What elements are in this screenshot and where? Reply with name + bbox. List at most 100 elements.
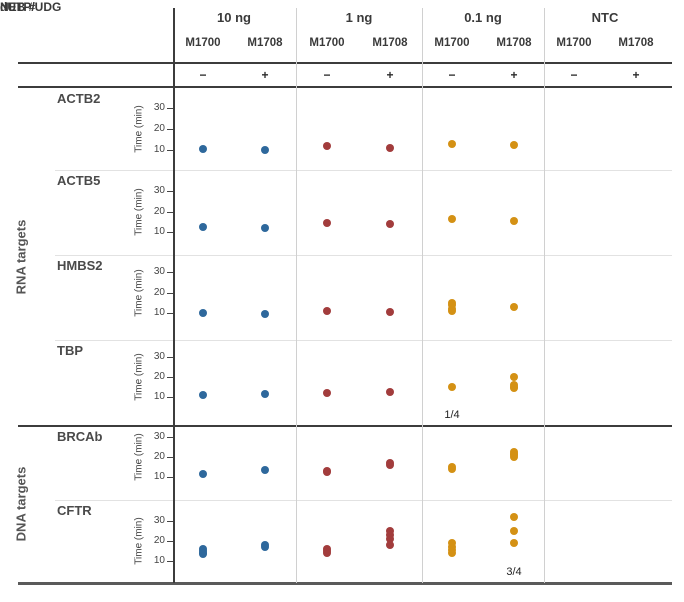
data-dot — [448, 306, 456, 315]
y-tick-label: 30 — [153, 431, 165, 442]
dutp-sign: − — [323, 68, 331, 82]
data-dot — [386, 461, 394, 469]
replicate-fraction-annotation: 1/4 — [444, 409, 460, 421]
replicate-fraction-annotation: 3/4 — [506, 566, 522, 578]
data-dot — [199, 144, 207, 153]
rna-targets-axis-label: RNA targets — [13, 219, 29, 295]
dna-targets-axis-label: DNA targets — [13, 466, 29, 542]
data-dot — [448, 383, 456, 391]
y-tick-label: 20 — [153, 535, 165, 546]
data-dot — [261, 390, 269, 398]
data-dot — [199, 222, 207, 231]
y-tick-label: 10 — [153, 471, 165, 482]
data-dot — [448, 300, 456, 309]
enzyme-column-label: M1700 — [434, 37, 470, 49]
data-dot — [448, 465, 456, 473]
column-group-divider — [422, 8, 423, 583]
y-tick-label: 20 — [153, 371, 165, 382]
dutp-sign: + — [510, 68, 518, 82]
y-tick-mark — [167, 477, 173, 478]
data-dot — [323, 218, 331, 227]
data-dot — [510, 527, 518, 535]
data-dot — [386, 388, 394, 396]
y-tick-mark — [167, 292, 173, 294]
data-dot — [323, 141, 331, 150]
data-dot — [199, 309, 207, 317]
y-tick-mark — [167, 313, 173, 314]
dutp-sign: + — [632, 68, 640, 82]
target-row-label: CFTR — [57, 503, 92, 518]
data-dot — [199, 470, 207, 478]
concentration-group-label: 1 ng — [345, 10, 373, 25]
neb-number-label: NEB # — [0, 0, 36, 14]
target-row-label: ACTB5 — [57, 173, 101, 188]
target-row-label: HMBS2 — [57, 258, 103, 273]
data-dot — [323, 468, 331, 476]
y-tick-label: 30 — [153, 102, 165, 113]
y-tick-mark — [167, 211, 173, 213]
y-tick-label: 10 — [153, 307, 165, 318]
enzyme-column-label: M1708 — [496, 37, 532, 49]
data-dot — [323, 389, 331, 397]
target-row-label: BRCAb — [57, 429, 103, 444]
data-dot — [510, 216, 518, 225]
y-tick-mark — [167, 232, 173, 233]
y-tick-label: 20 — [153, 205, 165, 217]
enzyme-column-label: M1700 — [556, 37, 592, 49]
y-tick-label: 30 — [153, 351, 165, 362]
y-tick-mark — [167, 437, 173, 438]
enzyme-column-label: M1708 — [618, 37, 654, 49]
y-tick-label: 10 — [153, 555, 165, 566]
data-dot — [199, 391, 207, 399]
data-dot — [323, 549, 331, 557]
data-dot — [261, 466, 269, 474]
y-tick-mark — [167, 357, 173, 358]
y-tick-label: 30 — [153, 515, 165, 526]
y-tick-mark — [167, 108, 173, 109]
y-tick-mark — [167, 129, 173, 130]
concentration-group-label: 10 ng — [217, 10, 251, 25]
y-tick-label: 20 — [153, 451, 165, 462]
data-dot — [510, 453, 518, 461]
y-tick-label: 30 — [153, 266, 165, 277]
y-tick-label: 30 — [153, 185, 165, 196]
row-separator-line — [55, 255, 672, 256]
dutp-sign: + — [386, 68, 394, 82]
y-tick-mark — [167, 521, 173, 522]
data-dot — [261, 310, 269, 319]
data-dot — [386, 535, 394, 543]
column-group-divider — [296, 8, 297, 583]
y-tick-mark — [167, 377, 173, 378]
data-dot — [510, 302, 518, 311]
y-tick-label: 20 — [153, 123, 165, 134]
y-tick-mark — [167, 191, 173, 192]
y-tick-mark — [167, 541, 173, 542]
y-tick-mark — [167, 561, 173, 562]
data-dot — [261, 543, 269, 551]
target-row-label: TBP — [57, 343, 83, 358]
dutp-sign: − — [570, 68, 578, 82]
data-dot — [261, 146, 269, 154]
y-tick-mark — [167, 272, 173, 273]
concentration-group-label: NTC — [591, 10, 619, 25]
data-dot — [448, 214, 456, 223]
data-dot — [510, 539, 518, 547]
y-tick-label: 10 — [153, 391, 165, 402]
data-dot — [386, 541, 394, 549]
horizontal-rule — [18, 86, 672, 88]
data-dot — [510, 384, 518, 392]
y-tick-mark — [167, 397, 173, 398]
data-dot — [386, 307, 394, 316]
y-tick-mark — [167, 150, 173, 151]
horizontal-rule — [18, 425, 672, 427]
y-tick-label: 20 — [153, 286, 165, 298]
data-dot — [448, 139, 456, 148]
y-tick-label: 10 — [153, 144, 165, 155]
enzyme-column-label: M1700 — [185, 37, 221, 49]
enzyme-column-label: M1700 — [309, 37, 345, 49]
data-dot — [510, 373, 518, 381]
horizontal-rule — [18, 62, 672, 64]
row-separator-line — [55, 340, 672, 341]
row-separator-line — [55, 170, 672, 171]
